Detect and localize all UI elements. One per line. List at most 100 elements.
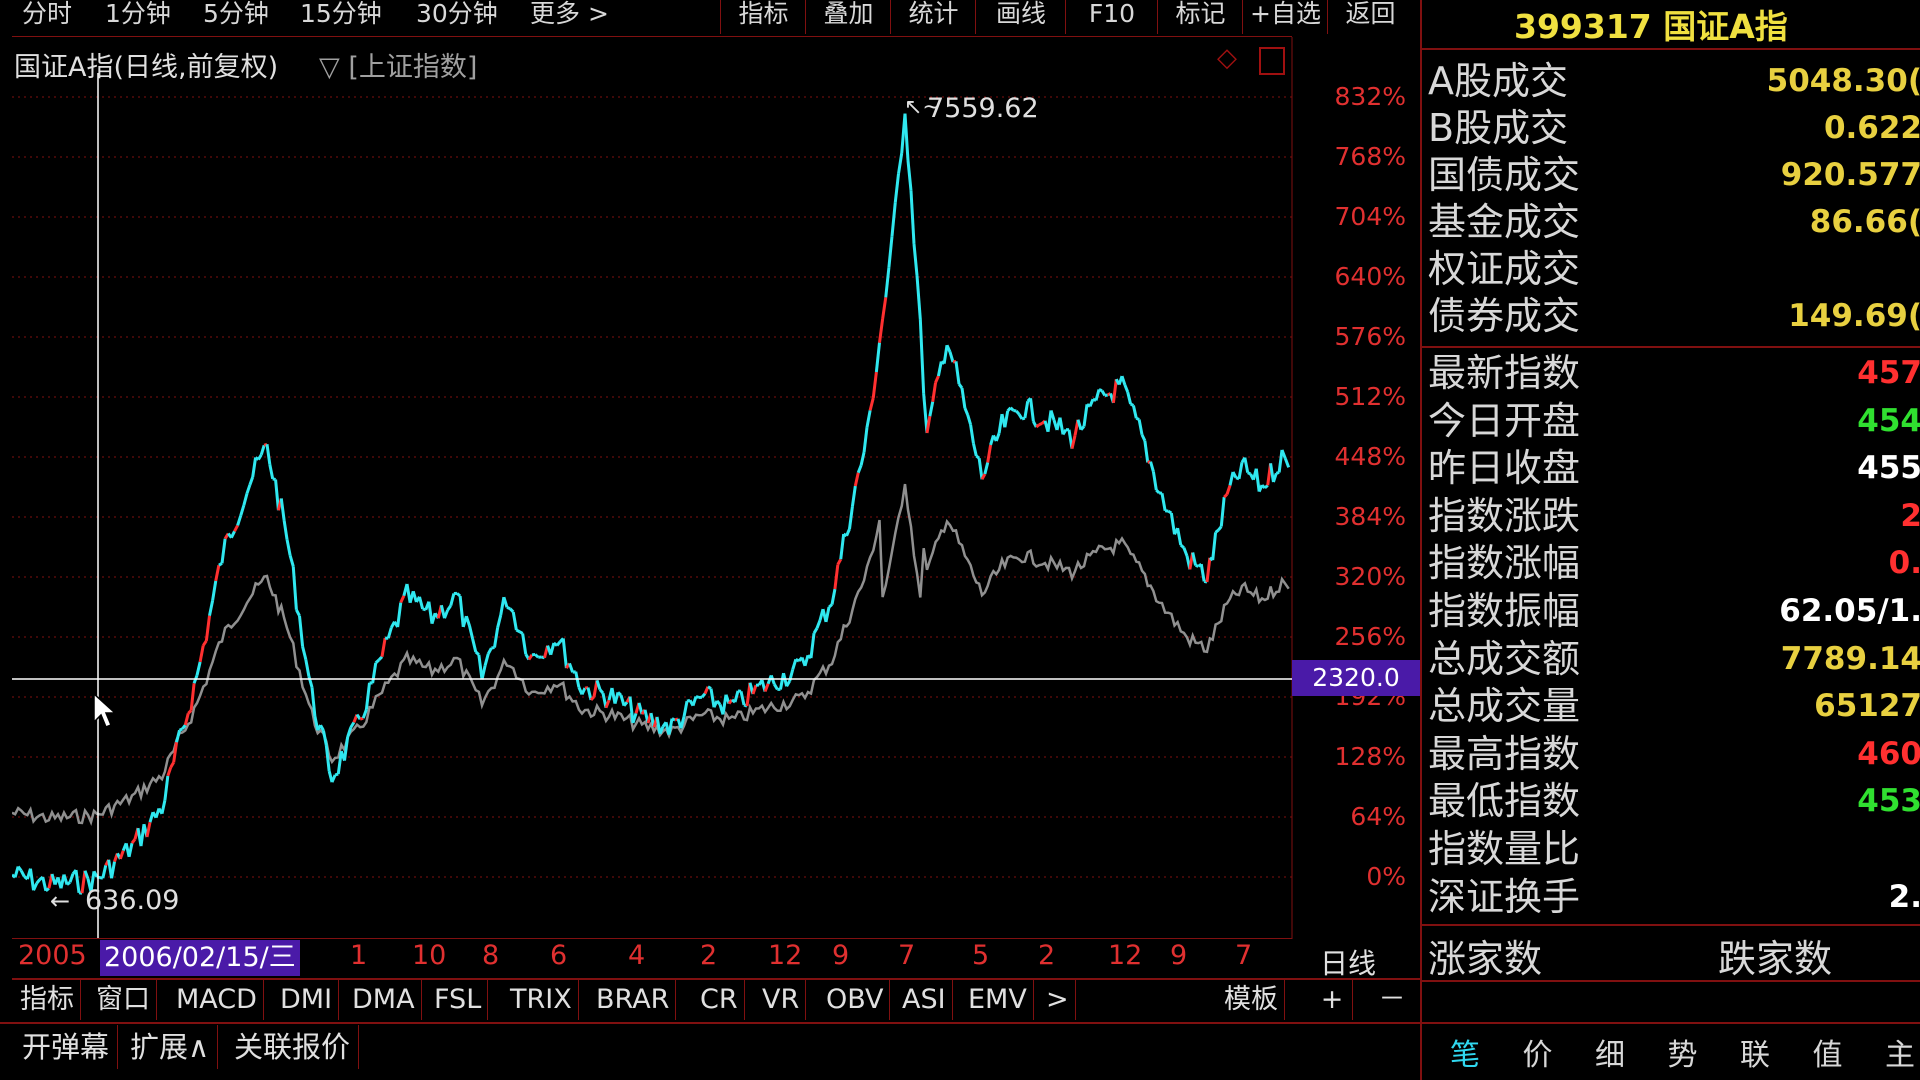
indicator-tab[interactable]: DMI — [274, 980, 340, 1020]
kline-segment — [631, 712, 638, 724]
add-favorite-button[interactable]: +自选 — [1242, 0, 1328, 34]
kline-chart[interactable]: 国证A指(日线,前复权) ▽ [上证指数] ◇ 7559.62 636.09 ↖… — [12, 36, 1293, 939]
back-button[interactable]: 返回 — [1327, 0, 1413, 34]
indicator-tab[interactable]: 窗口 — [90, 980, 157, 1020]
diamond-icon[interactable]: ◇ — [1217, 43, 1237, 73]
related-quotes-tab[interactable]: 关联报价 — [226, 1025, 360, 1069]
kline-segment — [836, 558, 843, 566]
kline-segment — [272, 477, 276, 481]
indicator-tab[interactable]: CR — [694, 980, 745, 1020]
kline-segment — [172, 741, 179, 763]
zoom-out-button[interactable]: － — [1378, 984, 1406, 1015]
overlay-button[interactable]: 叠加 — [805, 0, 891, 34]
indicator-button[interactable]: 指标 — [720, 0, 806, 34]
template-button[interactable]: 模板 — [1218, 980, 1285, 1020]
period-label[interactable]: 日线 — [1320, 947, 1377, 980]
index-row-label: 总成交量 — [1428, 684, 1581, 729]
kline-segment — [1140, 434, 1147, 442]
period-tab-1min[interactable]: 1分钟 — [105, 0, 171, 28]
index-row: 总成交量 65127 — [1428, 683, 1920, 729]
kline-segment — [960, 387, 967, 409]
indicator-tab[interactable]: EMV — [962, 980, 1034, 1020]
period-tab-15min[interactable]: 15分钟 — [300, 0, 382, 28]
indicator-tab[interactable]: TRIX — [504, 980, 579, 1020]
kline-segment — [931, 382, 938, 402]
chart-canvas[interactable] — [12, 37, 1420, 939]
zoom-in-button[interactable]: + — [1312, 980, 1353, 1020]
draw-line-button[interactable]: 画线 — [975, 0, 1066, 34]
kline-segment — [1003, 410, 1010, 428]
divider — [1422, 1022, 1920, 1024]
kline-segment — [230, 530, 236, 539]
kline-segment — [242, 493, 249, 506]
indicator-tab[interactable]: MACD — [170, 980, 264, 1020]
indicator-tab[interactable]: 指标 — [14, 980, 81, 1020]
high-arrow-icon: ↖~ — [904, 95, 941, 120]
kline-segment — [890, 202, 897, 237]
index-row: 昨日收盘 455 — [1428, 445, 1920, 491]
quote-panel-tab[interactable]: 价 — [1522, 1038, 1553, 1073]
overlay-index-label[interactable]: ▽ [上证指数] — [319, 52, 478, 83]
date-tick: 2 — [700, 940, 718, 971]
quote-panel-tab[interactable]: 联 — [1740, 1038, 1770, 1073]
kline-segment — [386, 627, 393, 639]
kline-segment — [878, 318, 885, 343]
indicator-tab[interactable]: > — [1040, 980, 1076, 1020]
kline-segment — [145, 821, 152, 838]
kline-segment — [868, 397, 875, 411]
period-tab-more[interactable]: 更多 > — [530, 0, 609, 28]
kline-segment — [971, 442, 978, 457]
quote-panel-tab[interactable]: 细 — [1595, 1038, 1625, 1073]
period-tab-30min[interactable]: 30分钟 — [416, 0, 498, 28]
kline-segment — [35, 878, 41, 885]
period-tab-5min[interactable]: 5分钟 — [203, 0, 269, 28]
window-toggle-icon[interactable] — [1259, 47, 1285, 75]
index-row-label: 指数振幅 — [1428, 589, 1581, 633]
indicator-tab[interactable]: OBV — [820, 980, 891, 1020]
kline-segment — [110, 861, 116, 879]
quote-panel-tab[interactable]: 值 — [1812, 1038, 1843, 1073]
indicator-tab[interactable]: FSL — [428, 980, 489, 1020]
date-tick: 9 — [832, 940, 850, 971]
indicator-tab[interactable]: DMA — [346, 980, 422, 1020]
kline-segment — [1199, 563, 1206, 582]
f10-button[interactable]: F10 — [1065, 0, 1158, 34]
period-tab-timeshare[interactable]: 分时 — [22, 0, 73, 28]
quote-panel-tab[interactable]: 笔 — [1450, 1038, 1480, 1073]
mark-button[interactable]: 标记 — [1157, 0, 1243, 34]
kline-segment — [211, 580, 218, 601]
kline-segment — [118, 850, 125, 860]
kline-segment — [1214, 528, 1220, 534]
kline-segment — [671, 717, 676, 722]
indicator-tab[interactable]: ASI — [896, 980, 953, 1020]
kline-segment — [509, 607, 515, 614]
kline-segment — [948, 351, 955, 363]
date-tick: 12 — [1108, 940, 1143, 971]
kline-segment — [265, 444, 272, 465]
statistics-button[interactable]: 统计 — [890, 0, 976, 34]
index-row-value: 7789.14 — [1780, 640, 1920, 677]
kline-segment — [458, 595, 465, 628]
quote-panel-tab[interactable]: 势 — [1667, 1038, 1698, 1073]
kline-segment — [183, 712, 190, 726]
kline-segment — [848, 506, 854, 530]
danmaku-toggle[interactable]: 开弹幕 — [14, 1025, 119, 1069]
index-row: 指数涨跌 2 — [1428, 493, 1920, 539]
kline-segment — [839, 533, 846, 560]
index-row-label: 今日开盘 — [1428, 398, 1581, 443]
kline-segment — [707, 685, 712, 690]
kline-segment — [912, 243, 919, 276]
quote-panel-tab[interactable]: 主 — [1885, 1038, 1915, 1073]
kline-segment — [945, 344, 952, 353]
kline-segment — [1123, 384, 1130, 393]
expand-toggle[interactable]: 扩展∧ — [122, 1025, 219, 1069]
kline-segment — [359, 716, 364, 721]
kline-segment — [130, 838, 137, 845]
indicator-tab[interactable]: VR — [756, 980, 807, 1020]
kline-segment — [739, 690, 746, 706]
kline-segment — [803, 654, 810, 667]
date-start-year: 2005 — [18, 940, 87, 971]
indicator-tab[interactable]: BRAR — [590, 980, 677, 1020]
kline-segment — [1277, 449, 1284, 473]
kline-segment — [349, 721, 356, 729]
